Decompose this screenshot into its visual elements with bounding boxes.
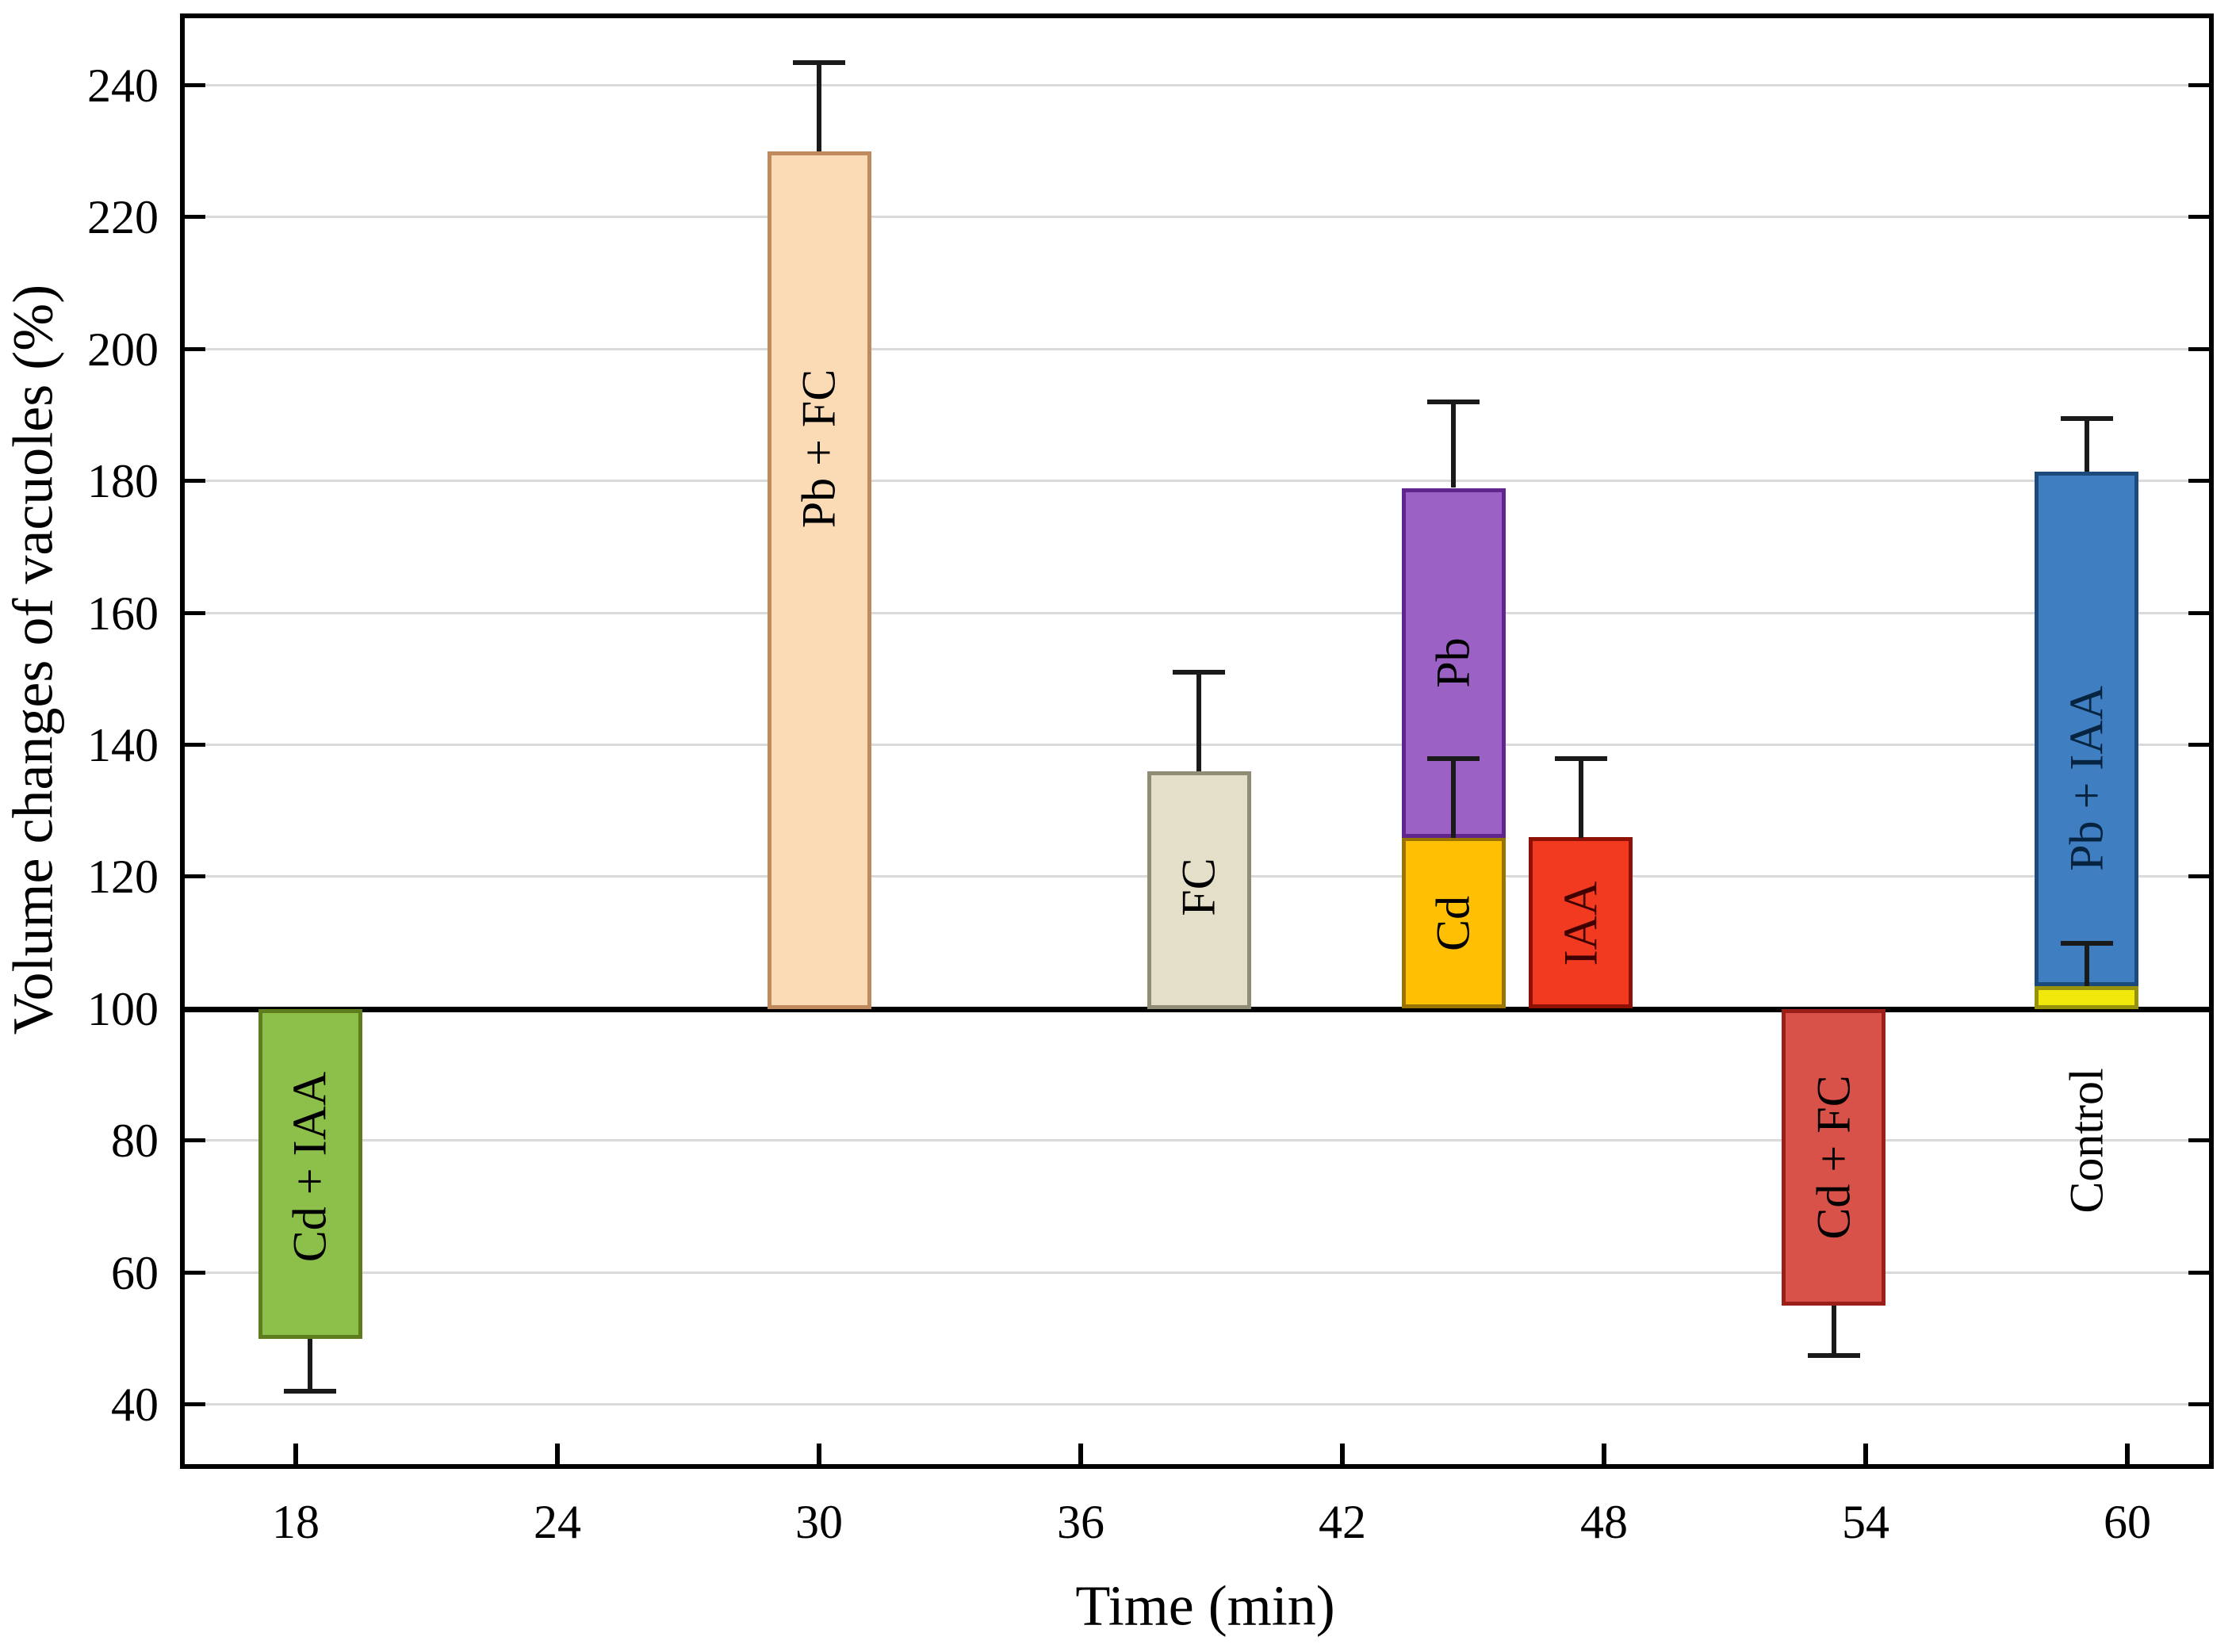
- x-tick-36: [1078, 1444, 1083, 1464]
- y-tick-right-240: [2188, 83, 2209, 87]
- gridline-240: [185, 84, 2209, 86]
- error-bar-cap-cd-iaa: [284, 1389, 337, 1394]
- bar-cd-iaa: [258, 1009, 362, 1339]
- bar-control: [2035, 986, 2138, 1010]
- y-tick-right-220: [2188, 215, 2209, 220]
- y-tick-right-60: [2188, 1270, 2209, 1275]
- gridline-40: [185, 1403, 2209, 1405]
- error-bar-line-pb-iaa: [2084, 419, 2089, 472]
- y-tick-left-40: [185, 1402, 205, 1406]
- bar-label-control: Control: [2060, 1068, 2113, 1214]
- error-bar-cap-control: [2060, 941, 2113, 946]
- y-tick-label-240: 240: [87, 59, 159, 112]
- plot-frame: [180, 13, 2214, 1469]
- y-tick-right-180: [2188, 479, 2209, 484]
- x-tick-label-18: 18: [272, 1496, 320, 1548]
- error-bar-line-cd: [1451, 759, 1457, 838]
- y-tick-label-140: 140: [87, 719, 159, 771]
- x-tick-label-54: 54: [1842, 1496, 1889, 1548]
- gridline-160: [185, 611, 2209, 614]
- x-tick-label-36: 36: [1057, 1496, 1105, 1548]
- x-tick-label-60: 60: [2104, 1496, 2151, 1548]
- gridline-220: [185, 216, 2209, 219]
- y-tick-right-160: [2188, 610, 2209, 615]
- bar-iaa: [1529, 837, 1633, 1009]
- x-tick-30: [817, 1444, 821, 1464]
- gridline-60: [185, 1271, 2209, 1274]
- error-bar-line-pb-fc: [817, 63, 821, 151]
- y-tick-label-120: 120: [87, 851, 159, 904]
- y-tick-left-220: [185, 215, 205, 220]
- y-tick-right-40: [2188, 1402, 2209, 1406]
- y-tick-label-220: 220: [87, 191, 159, 244]
- error-bar-cap-pb-iaa: [2060, 416, 2113, 421]
- error-bar-cap-cd: [1427, 756, 1480, 761]
- bar-label-iaa: IAA: [1554, 881, 1607, 966]
- bar-label-pb-iaa: Pb + IAA: [2060, 686, 2113, 871]
- bar-pb: [1402, 488, 1506, 838]
- x-tick-label-48: 48: [1580, 1496, 1628, 1548]
- x-tick-label-42: 42: [1319, 1496, 1366, 1548]
- x-tick-42: [1340, 1444, 1345, 1464]
- error-bar-line-pb: [1451, 402, 1457, 488]
- bar-label-cd-iaa: Cd + IAA: [283, 1071, 336, 1263]
- y-tick-left-160: [185, 610, 205, 615]
- bar-fc: [1147, 771, 1251, 1009]
- y-tick-label-180: 180: [87, 455, 159, 508]
- error-bar-line-cd-fc: [1831, 1306, 1836, 1355]
- bar-pb-iaa: [2035, 472, 2138, 986]
- x-tick-54: [1863, 1444, 1868, 1464]
- y-tick-left-240: [185, 83, 205, 87]
- y-tick-label-200: 200: [87, 323, 159, 376]
- error-bar-cap-pb-fc: [793, 60, 845, 65]
- y-tick-left-60: [185, 1270, 205, 1275]
- gridline-180: [185, 480, 2209, 483]
- bar-pb-fc: [768, 151, 871, 1009]
- bar-label-fc: FC: [1172, 858, 1225, 916]
- error-bar-cap-pb: [1427, 400, 1480, 404]
- baseline-100: [185, 1006, 2209, 1012]
- bar-cd-fc: [1782, 1009, 1886, 1306]
- y-tick-left-200: [185, 346, 205, 351]
- y-tick-left-120: [185, 874, 205, 879]
- y-tick-left-80: [185, 1138, 205, 1143]
- bar-label-cd: Cd: [1426, 895, 1480, 952]
- x-tick-24: [555, 1444, 560, 1464]
- gridline-80: [185, 1139, 2209, 1142]
- error-bar-line-cd-iaa: [308, 1339, 313, 1392]
- bar-label-cd-fc: Cd + FC: [1807, 1075, 1860, 1240]
- x-axis-title: Time (min): [1075, 1574, 1335, 1638]
- error-bar-cap-iaa: [1554, 756, 1607, 761]
- y-tick-right-120: [2188, 874, 2209, 879]
- x-tick-48: [1602, 1444, 1606, 1464]
- error-bar-line-control: [2084, 943, 2089, 986]
- y-axis-title: Volume changes of vacuoles (%): [1, 284, 65, 1035]
- gridline-200: [185, 347, 2209, 350]
- y-tick-right-140: [2188, 743, 2209, 747]
- x-tick-60: [2125, 1444, 2130, 1464]
- error-bar-cap-fc: [1173, 670, 1226, 675]
- bar-label-pb-fc: Pb + FC: [792, 369, 845, 529]
- bar-label-pb: Pb: [1426, 637, 1480, 688]
- bar-cd: [1402, 837, 1506, 1009]
- y-tick-right-200: [2188, 346, 2209, 351]
- x-tick-18: [293, 1444, 298, 1464]
- y-tick-label-160: 160: [87, 587, 159, 640]
- error-bar-line-fc: [1196, 672, 1202, 771]
- y-tick-right-80: [2188, 1138, 2209, 1143]
- y-tick-label-80: 80: [111, 1115, 159, 1168]
- x-tick-label-24: 24: [534, 1496, 581, 1548]
- error-bar-cap-cd-fc: [1807, 1353, 1860, 1358]
- x-tick-label-30: 30: [795, 1496, 843, 1548]
- y-tick-label-40: 40: [111, 1379, 159, 1431]
- y-tick-label-100: 100: [87, 982, 159, 1035]
- y-tick-label-60: 60: [111, 1246, 159, 1299]
- y-tick-left-180: [185, 479, 205, 484]
- error-bar-line-iaa: [1578, 759, 1583, 838]
- y-tick-left-140: [185, 743, 205, 747]
